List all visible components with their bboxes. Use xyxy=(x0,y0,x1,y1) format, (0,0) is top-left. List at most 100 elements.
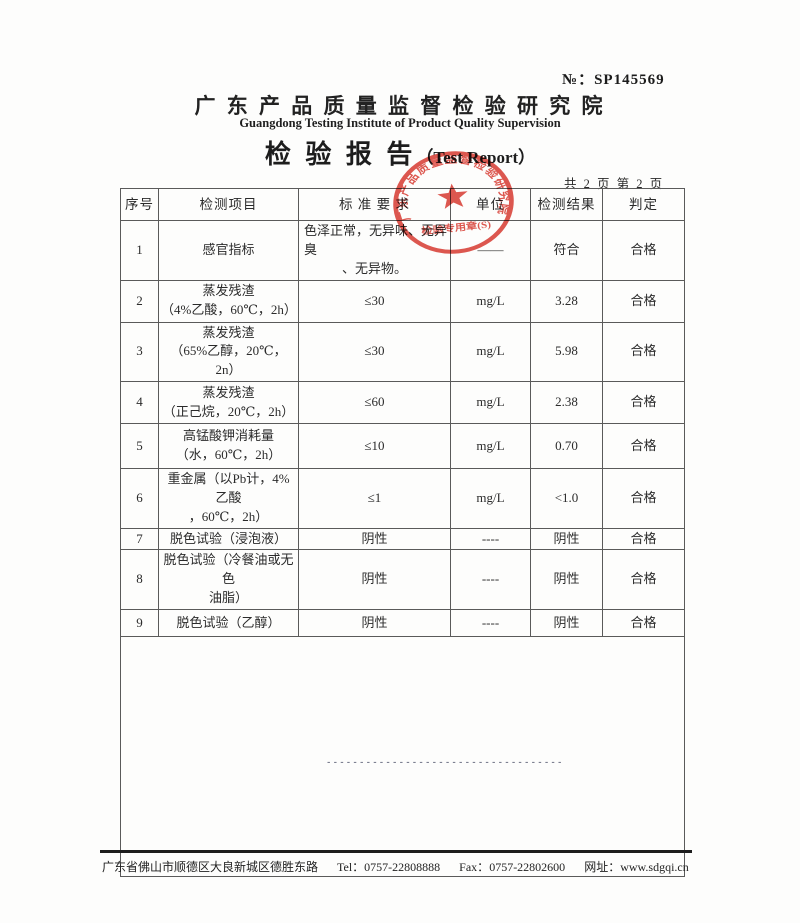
col-header-item: 检测项目 xyxy=(158,188,299,221)
cell-result: 阴性 xyxy=(530,527,603,551)
cell-unit: ---- xyxy=(450,549,531,610)
report-number-label: №： xyxy=(562,72,595,88)
cell-requirement: ≤1 xyxy=(298,468,451,529)
web-label: 网址： xyxy=(584,860,621,874)
end-of-data-divider: ------------------------------------ xyxy=(326,757,564,768)
cell-verdict: 合格 xyxy=(602,279,685,323)
cell-verdict: 合格 xyxy=(602,381,685,425)
cell-seq: 6 xyxy=(120,468,159,529)
item-line2: ，60℃，2h） xyxy=(188,508,269,524)
cell-unit: ---- xyxy=(450,608,531,637)
item-line2: （正己烷，20℃，2h） xyxy=(162,403,295,419)
tel-label: Tel： xyxy=(337,860,365,874)
cell-requirement: ≤10 xyxy=(298,423,451,470)
cell-result: 阴性 xyxy=(530,549,603,610)
table-row: 8 脱色试验（冷餐油或无色油脂） 阴性 ---- 阴性 合格 xyxy=(120,549,685,610)
cell-requirement: 阴性 xyxy=(298,608,451,637)
table-row: 7 脱色试验（浸泡液） 阴性 ---- 阴性 合格 xyxy=(120,527,685,551)
cell-seq: 8 xyxy=(120,549,159,610)
cell-verdict: 合格 xyxy=(602,527,685,551)
web-value: www.sdgqi.cn xyxy=(620,860,689,874)
cell-verdict: 合格 xyxy=(602,220,685,281)
official-red-seal-stamp: 广东产品质量监督检验研究院 检验专用章(S) xyxy=(390,147,514,254)
cell-unit: mg/L xyxy=(450,321,531,383)
cell-verdict: 合格 xyxy=(602,468,685,529)
institute-name-english: Guangdong Testing Institute of Product Q… xyxy=(239,116,561,130)
cell-result: 阴性 xyxy=(530,608,603,637)
cell-verdict: 合格 xyxy=(602,549,685,610)
table-empty-area-row: ------------------------------------ xyxy=(120,635,685,877)
page-count-info: 共 2 页 第 2 页 xyxy=(564,177,665,191)
stamp-bottom-text: 检验专用章(S) xyxy=(421,218,492,237)
report-number: №：SP145569 xyxy=(562,68,665,89)
star-icon xyxy=(437,183,468,209)
cell-requirement: 色泽正常，无异味、无异臭、无异物。 xyxy=(298,220,451,281)
footer-website: 网址：www.sdgqi.cn xyxy=(584,860,689,874)
cell-item: 脱色试验（乙醇） xyxy=(158,608,299,637)
cell-result: <1.0 xyxy=(530,468,603,529)
table-row: 4 蒸发残渣 （正己烷，20℃，2h） ≤60 mg/L 2.38 合格 xyxy=(120,381,685,425)
cell-unit: mg/L xyxy=(450,423,531,470)
item-line1: 重金属（以Pb计，4%乙酸 xyxy=(167,471,290,505)
cell-unit: mg/L xyxy=(450,468,531,529)
col-header-requirement: 标 准 要 求 xyxy=(298,188,451,221)
cell-requirement: ≤60 xyxy=(298,381,451,425)
item-line2: （水，60℃，2h） xyxy=(175,447,282,463)
empty-remarks-area: ------------------------------------ xyxy=(120,635,685,877)
cell-item: 蒸发残渣 （65%乙醇，20℃，2n） xyxy=(158,321,299,383)
cell-result: 符合 xyxy=(530,220,603,281)
item-line2: （65%乙醇，20℃，2n） xyxy=(170,343,287,378)
requirement-line1: 色泽正常，无异味、无异臭 xyxy=(304,223,448,257)
table-row: 9 脱色试验（乙醇） 阴性 ---- 阴性 合格 xyxy=(120,608,685,637)
cell-seq: 2 xyxy=(120,279,159,323)
cell-item: 脱色试验（浸泡液） xyxy=(158,527,299,551)
cell-seq: 9 xyxy=(120,608,159,637)
stamp-ring xyxy=(393,151,514,254)
table-row: 3 蒸发残渣 （65%乙醇，20℃，2n） ≤30 mg/L 5.98 合格 xyxy=(120,321,685,383)
cell-requirement: ≤30 xyxy=(298,279,451,323)
fax-label: Fax： xyxy=(459,860,490,874)
item-line1: 脱色试验（冷餐油或无色 xyxy=(163,552,294,587)
cell-unit: mg/L xyxy=(450,279,531,323)
fax-value: 0757-22802600 xyxy=(489,860,566,874)
cell-requirement: ≤30 xyxy=(298,321,451,383)
item-line1: 蒸发残渣 xyxy=(202,384,255,400)
item-line1: 蒸发残渣 xyxy=(202,324,255,340)
tel-value: 0757-22808888 xyxy=(364,860,441,874)
cell-seq: 1 xyxy=(120,220,159,281)
requirement-line2: 、无异物。 xyxy=(341,260,407,276)
footer-address: 广东省佛山市顺德区大良新城区德胜东路 xyxy=(102,860,319,874)
cell-item: 感官指标 xyxy=(158,220,299,281)
cell-requirement: 阴性 xyxy=(298,549,451,610)
cell-unit: mg/L xyxy=(450,381,531,425)
table-row: 5 高锰酸钾消耗量 （水，60℃，2h） ≤10 mg/L 0.70 合格 xyxy=(120,423,685,470)
item-line1: 蒸发残渣 xyxy=(202,283,255,299)
report-title-chinese: 检 验 报 告 xyxy=(264,140,417,169)
cell-result: 5.98 xyxy=(530,321,603,383)
footer-contact-info: 广东省佛山市顺德区大良新城区德胜东路 Tel：0757-22808888 Fax… xyxy=(102,858,742,875)
cell-result: 3.28 xyxy=(530,279,603,323)
item-line1: 高锰酸钾消耗量 xyxy=(182,428,274,444)
cell-result: 0.70 xyxy=(530,423,603,470)
cell-result: 2.38 xyxy=(530,381,603,425)
report-number-value: SP145569 xyxy=(594,72,665,88)
cell-verdict: 合格 xyxy=(602,423,685,470)
institute-name-chinese: 广 东 产 品 质 量 监 督 检 验 研 究 院 xyxy=(194,94,606,118)
col-header-seq: 序号 xyxy=(120,188,159,221)
table-row: 1 感官指标 色泽正常，无异味、无异臭 、无异物。 —— 符合 合格 xyxy=(120,220,685,281)
cell-item: 蒸发残渣 （4%乙酸，60℃，2h） xyxy=(158,279,299,323)
table-row: 6 重金属（以Pb计，4%乙酸 ，60℃，2h） ≤1 mg/L <1.0 合格 xyxy=(120,468,685,529)
col-header-result: 检测结果 xyxy=(530,188,603,221)
cell-verdict: 合格 xyxy=(602,321,685,383)
cell-seq: 4 xyxy=(120,381,159,425)
cell-requirement: 阴性 xyxy=(298,527,451,551)
footer-tel: Tel：0757-22808888 xyxy=(337,860,440,874)
footer-divider-line xyxy=(100,850,692,853)
item-line2: 油脂） xyxy=(208,590,248,606)
cell-seq: 5 xyxy=(120,423,159,470)
cell-item: 脱色试验（冷餐油或无色油脂） xyxy=(158,549,299,610)
test-results-table: 序号 检测项目 标 准 要 求 单位 检测结果 判定 1 感官指标 色泽正常，无… xyxy=(120,188,685,877)
table-row: 2 蒸发残渣 （4%乙酸，60℃，2h） ≤30 mg/L 3.28 合格 xyxy=(120,279,685,323)
cell-seq: 7 xyxy=(120,527,159,551)
